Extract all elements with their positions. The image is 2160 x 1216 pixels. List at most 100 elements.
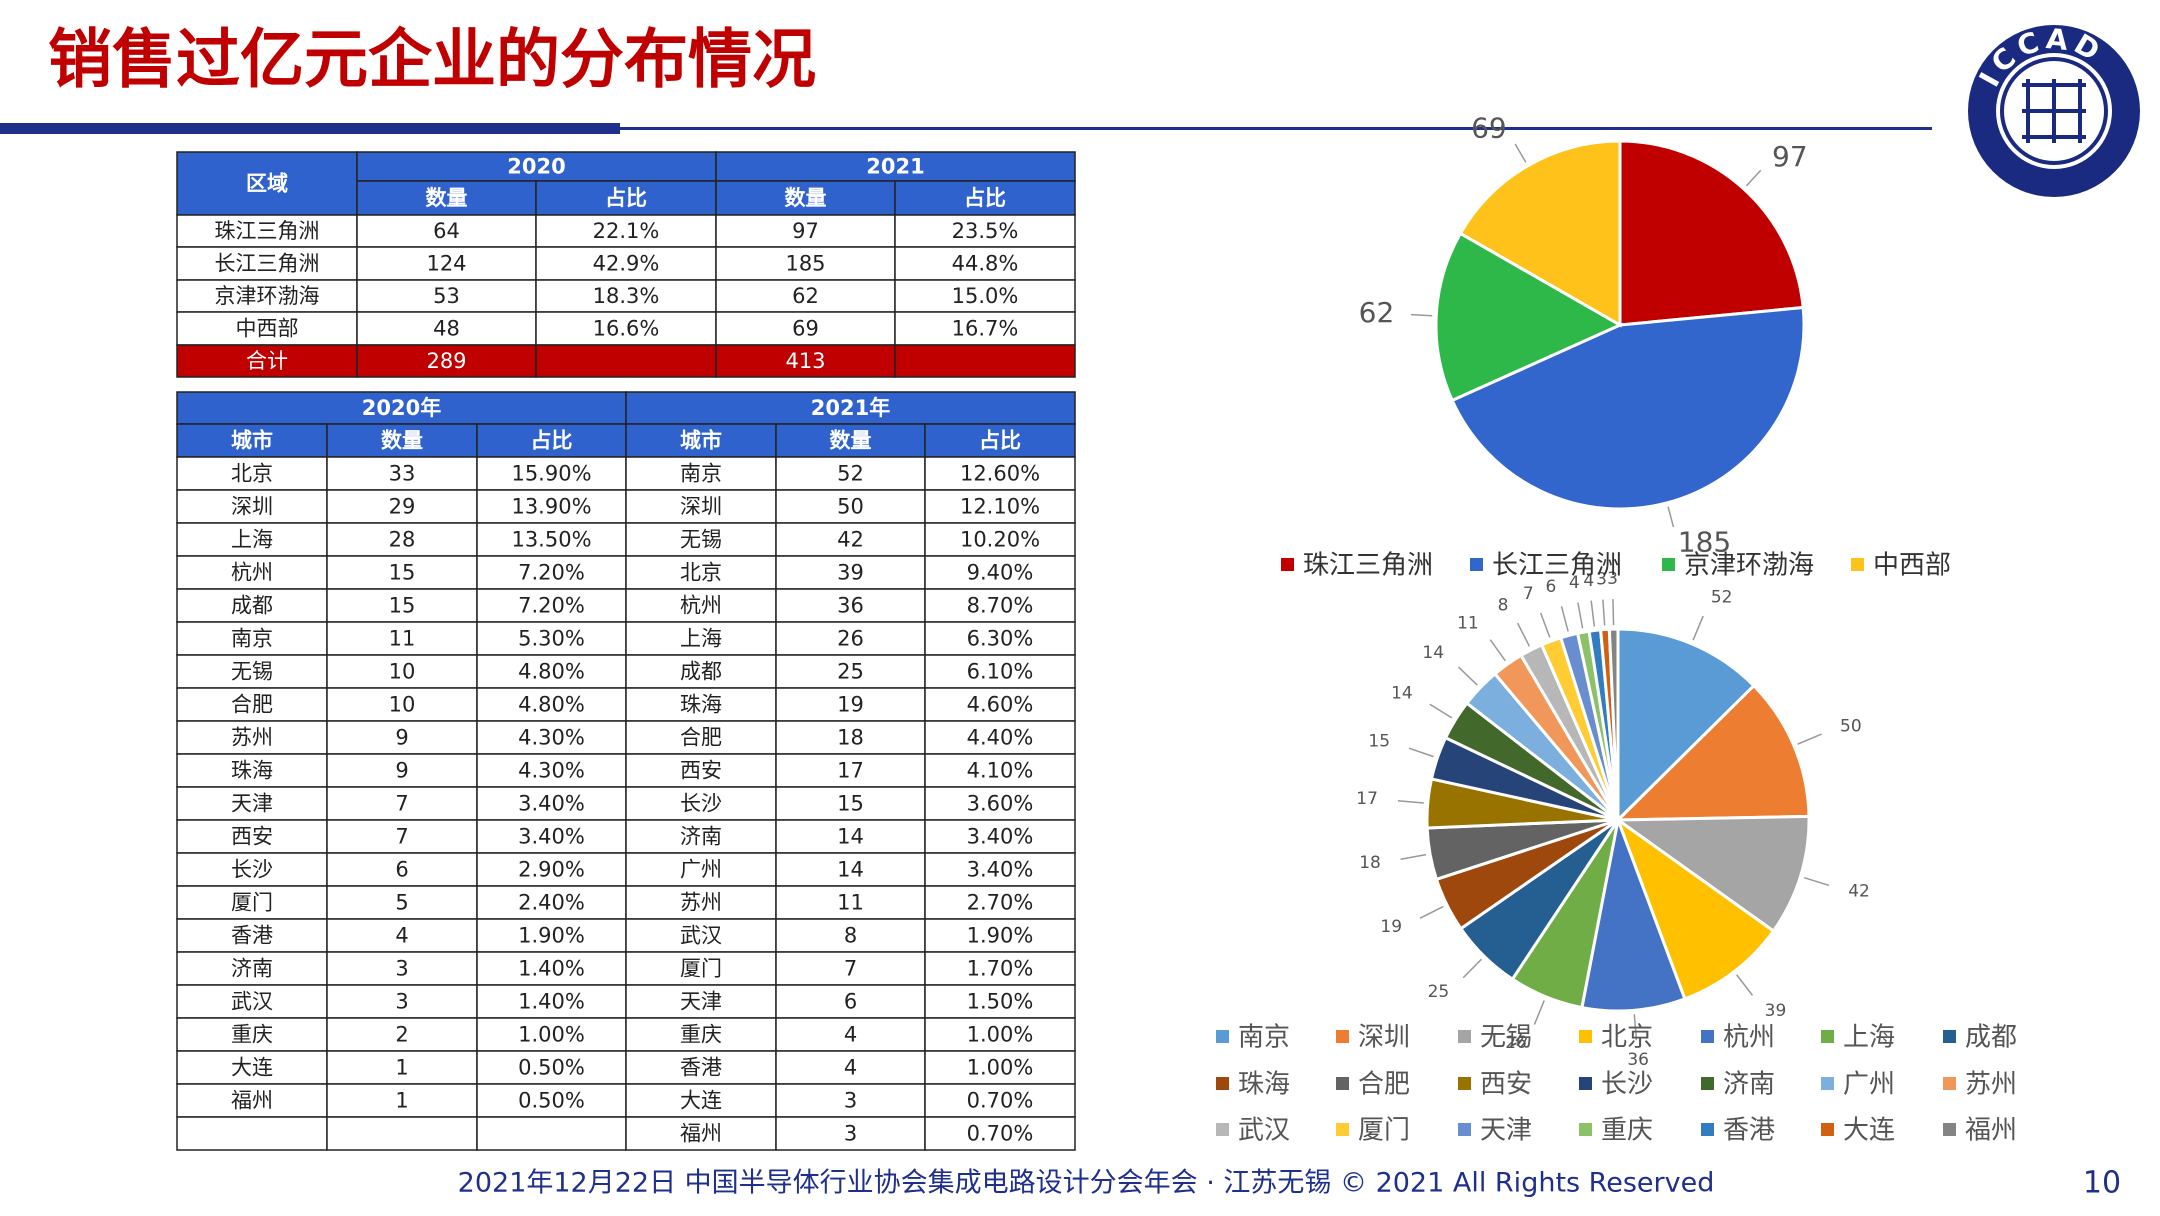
pie-slice xyxy=(1616,627,1756,824)
cell-text: 4 xyxy=(395,924,408,948)
cell-text: 合肥 xyxy=(680,726,722,750)
legend-swatch xyxy=(1336,1123,1349,1136)
cell-text: 2020年 xyxy=(362,396,441,420)
cell-text: 10 xyxy=(389,660,416,684)
table-cell xyxy=(356,151,717,182)
table-cell xyxy=(775,852,926,887)
table-cell xyxy=(476,984,627,1019)
table-cell xyxy=(775,588,926,623)
cell-text: 占比 xyxy=(531,429,573,453)
table-cell xyxy=(775,555,926,590)
pie-label: 19 xyxy=(1380,917,1402,937)
pie-label: 4 xyxy=(1583,571,1594,591)
cell-text: 上海 xyxy=(231,528,273,552)
legend-label: 珠海 xyxy=(1238,1070,1290,1100)
table-cell xyxy=(176,214,358,248)
table-cell xyxy=(715,279,896,313)
cell-text: 厦门 xyxy=(680,957,722,981)
legend-swatch xyxy=(1821,1030,1834,1043)
pie-slice xyxy=(1618,139,1805,327)
table-cell xyxy=(625,753,777,788)
table-cell xyxy=(535,214,717,248)
cell-text: 185 xyxy=(785,252,825,276)
title-rule xyxy=(620,127,1932,130)
cell-text: 29 xyxy=(389,495,416,519)
table-cell xyxy=(775,621,926,656)
table-cell xyxy=(625,1116,777,1151)
cell-text: 26 xyxy=(837,627,864,651)
cell-text: 2020 xyxy=(507,155,565,179)
cell-text: 杭州 xyxy=(231,561,273,585)
cell-text: 1.90% xyxy=(518,924,585,948)
cell-text: 济南 xyxy=(231,957,273,981)
cell-text: 14 xyxy=(837,858,864,882)
table-cell xyxy=(775,984,926,1019)
legend-swatch xyxy=(1701,1077,1714,1090)
table-cell xyxy=(176,951,328,986)
cell-text: 9 xyxy=(395,759,408,783)
table-cell xyxy=(176,852,328,887)
table-cell xyxy=(775,951,926,986)
table-cell xyxy=(476,654,627,689)
table-cell xyxy=(924,555,1076,590)
cell-text: 天津 xyxy=(231,792,273,816)
cell-text: 0.70% xyxy=(967,1089,1034,1113)
cell-text: 13.90% xyxy=(511,495,591,519)
table-cell xyxy=(326,555,478,590)
legend-swatch xyxy=(1579,1123,1592,1136)
cell-text: 6.10% xyxy=(967,660,1034,684)
cell-text: 413 xyxy=(785,349,825,373)
pie-label: 7 xyxy=(1523,584,1534,604)
cell-text: 合肥 xyxy=(231,693,273,717)
table-cell xyxy=(625,1050,777,1085)
cell-text: 124 xyxy=(426,252,466,276)
table-cell xyxy=(476,687,627,722)
cell-text: 2.40% xyxy=(518,891,585,915)
pie-label: 8 xyxy=(1498,595,1509,615)
cell-text: 9 xyxy=(395,726,408,750)
cell-text: 珠海 xyxy=(231,759,273,783)
table-cell xyxy=(894,311,1076,346)
pie-label: 50 xyxy=(1840,716,1862,736)
table-cell xyxy=(176,753,328,788)
cell-text: 3.40% xyxy=(518,792,585,816)
cell-text: 数量 xyxy=(426,186,468,210)
legend-swatch xyxy=(1336,1030,1349,1043)
cell-text: 南京 xyxy=(680,462,722,486)
table-cell xyxy=(625,1017,777,1052)
table-cell xyxy=(775,489,926,524)
cell-text: 6 xyxy=(395,858,408,882)
leader-line xyxy=(1590,600,1596,627)
table-cell xyxy=(176,786,328,821)
legend-label: 重庆 xyxy=(1601,1116,1653,1146)
cell-text: 成都 xyxy=(680,660,722,684)
cell-text: 珠江三角洲 xyxy=(215,219,320,243)
leader-line xyxy=(1736,974,1754,996)
table-cell xyxy=(924,786,1076,821)
cell-text: 3 xyxy=(395,957,408,981)
cell-text: 数量 xyxy=(830,429,872,453)
table-cell xyxy=(924,588,1076,623)
cell-text: 1.90% xyxy=(967,924,1034,948)
cell-text: 珠海 xyxy=(680,693,722,717)
footer: 2021年12月22日 中国半导体行业协会集成电路设计分会年会 · 江苏无锡 ©… xyxy=(458,1168,1715,1199)
pie-label: 18 xyxy=(1359,853,1381,873)
cell-text: 大连 xyxy=(680,1089,722,1113)
table-cell xyxy=(326,819,478,854)
table-cell xyxy=(326,423,478,458)
legend-label: 天津 xyxy=(1480,1116,1532,1146)
cell-text: 深圳 xyxy=(680,495,722,519)
pie-label: 3 xyxy=(1596,570,1607,590)
pie-label: 11 xyxy=(1457,613,1479,633)
cell-text: 22.1% xyxy=(593,219,660,243)
leader-line xyxy=(1516,622,1531,647)
legend-label: 长江三角洲 xyxy=(1492,551,1622,581)
cell-text: 4.30% xyxy=(518,759,585,783)
cell-text: 武汉 xyxy=(231,990,273,1014)
cell-text: 占比 xyxy=(964,186,1006,210)
table-cell xyxy=(924,621,1076,656)
pie-slice xyxy=(1614,815,1776,1001)
legend-swatch xyxy=(1943,1077,1956,1090)
cell-text: 1.70% xyxy=(967,957,1034,981)
table-cell xyxy=(894,246,1076,281)
